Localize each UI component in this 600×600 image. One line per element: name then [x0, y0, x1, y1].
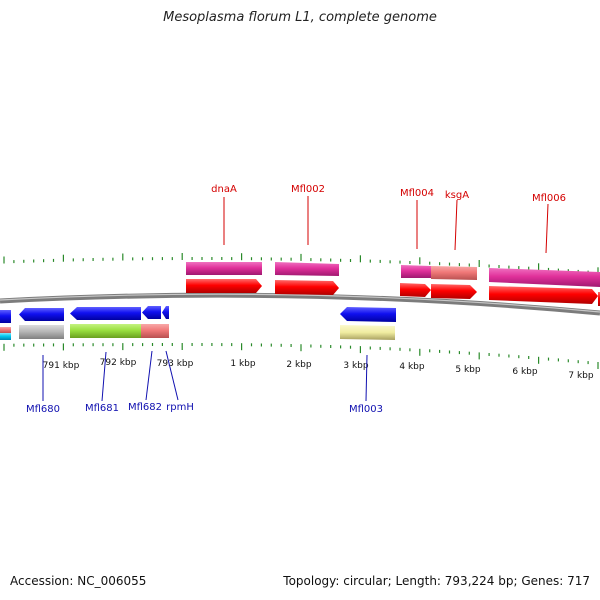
- gene-label-mfl006[interactable]: Mfl006: [532, 193, 566, 204]
- gene-label-ksga[interactable]: ksgA: [445, 190, 469, 201]
- gene-label-mfl004[interactable]: Mfl004: [400, 188, 434, 199]
- gene-label-mfl681[interactable]: Mfl681: [85, 403, 119, 414]
- ruler-label: 1 kbp: [230, 359, 256, 369]
- ruler-label: 6 kbp: [512, 367, 538, 377]
- forward-gene-labels: dnaA Mfl002 Mfl004 ksgA Mfl006: [211, 184, 566, 254]
- ruler-label: 791 kbp: [43, 361, 80, 371]
- label-leader-line: [365, 354, 368, 402]
- gene-feature[interactable]: [275, 280, 339, 295]
- gene-feature[interactable]: [19, 308, 64, 321]
- ruler-labels: 791 kbp 792 kbp 793 kbp 1 kbp 2 kbp 3 kb…: [43, 358, 594, 381]
- gene-label-rpmh[interactable]: rpmH: [166, 402, 194, 413]
- ruler-label: 7 kbp: [568, 371, 594, 381]
- reverse-inner-row: [0, 306, 396, 323]
- label-leader-line: [101, 351, 107, 402]
- gene-label-mfl680[interactable]: Mfl680: [26, 404, 60, 415]
- accession-text: Accession: NC_006055: [10, 574, 147, 588]
- gene-feature[interactable]: [431, 284, 477, 299]
- genome-stats-text: Topology: circular; Length: 793,224 bp; …: [283, 574, 590, 588]
- gene-feature[interactable]: [19, 325, 64, 339]
- reverse-gene-labels: Mfl680 Mfl681 Mfl682 rpmH Mfl003: [26, 350, 383, 415]
- gene-feature[interactable]: [489, 286, 598, 304]
- genome-title: Mesoplasma florum L1, complete genome: [163, 10, 437, 25]
- gene-feature[interactable]: [186, 262, 262, 275]
- gene-feature[interactable]: [70, 324, 141, 338]
- gene-feature[interactable]: [340, 307, 396, 322]
- gene-feature[interactable]: [0, 327, 11, 333]
- ruler-label: 4 kbp: [399, 362, 425, 372]
- ruler-label: 5 kbp: [455, 365, 481, 375]
- gene-feature[interactable]: [275, 262, 339, 276]
- gene-feature[interactable]: [401, 265, 431, 278]
- forward-outer-row: [186, 262, 600, 287]
- label-leader-line: [165, 350, 179, 401]
- gene-label-mfl682[interactable]: Mfl682: [128, 402, 162, 413]
- gene-label-mfl002[interactable]: Mfl002: [291, 184, 325, 195]
- gene-feature[interactable]: [162, 306, 169, 319]
- gene-label-dnaa[interactable]: dnaA: [211, 184, 237, 195]
- gene-feature[interactable]: [186, 279, 262, 293]
- outer-tick-row: [3, 253, 599, 275]
- gene-feature[interactable]: [142, 306, 161, 319]
- gene-feature[interactable]: [141, 324, 169, 338]
- reverse-outer-row: [0, 324, 395, 340]
- ruler-label: 793 kbp: [157, 359, 194, 369]
- genome-backbone: [0, 292, 600, 316]
- gene-feature[interactable]: [489, 268, 600, 287]
- gene-label-mfl003[interactable]: Mfl003: [349, 404, 383, 415]
- gene-feature[interactable]: [0, 310, 11, 323]
- forward-inner-row: [186, 279, 600, 306]
- genome-backbone-highlight: [0, 293, 600, 313]
- gene-feature[interactable]: [0, 333, 11, 340]
- label-leader-line: [145, 350, 153, 401]
- label-leader-line: [545, 203, 549, 254]
- gene-feature[interactable]: [431, 266, 477, 280]
- gene-feature[interactable]: [340, 325, 395, 340]
- inner-tick-row: [3, 343, 599, 369]
- ruler-label: 792 kbp: [100, 358, 137, 368]
- ruler-label: 3 kbp: [343, 361, 369, 371]
- label-leader-line: [454, 199, 458, 251]
- gene-feature[interactable]: [70, 307, 141, 320]
- ruler-label: 2 kbp: [286, 360, 312, 370]
- gene-feature[interactable]: [400, 283, 431, 297]
